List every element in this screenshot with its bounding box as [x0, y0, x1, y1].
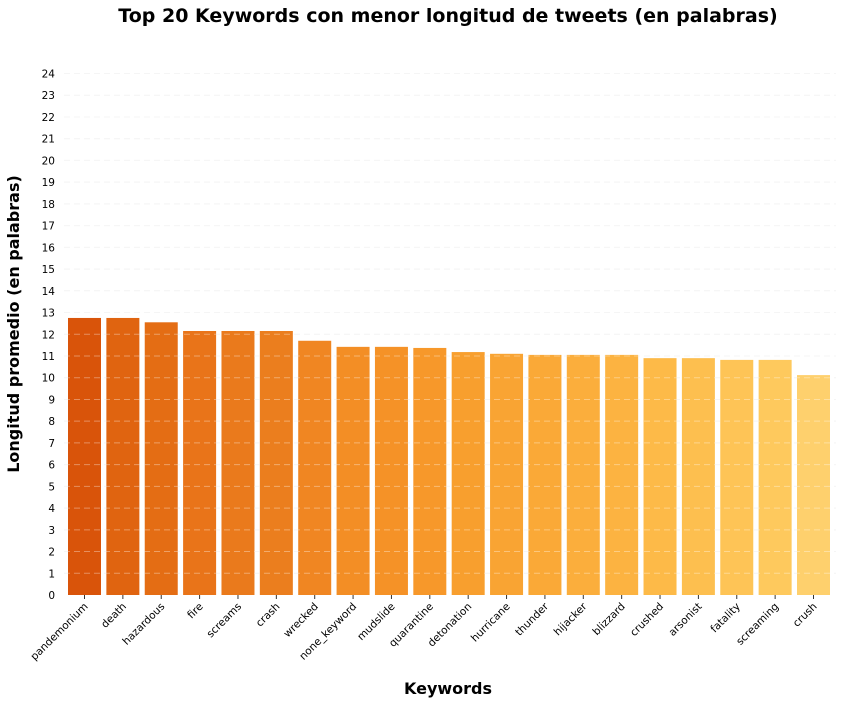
y-tick-label: 1 [48, 568, 55, 580]
y-tick-label: 16 [42, 242, 56, 254]
y-tick-label: 6 [48, 460, 55, 472]
bar-crushed [643, 358, 677, 595]
bar-none_keyword [336, 346, 370, 595]
y-tick-label: 15 [42, 264, 55, 276]
bar-detonation [451, 352, 485, 595]
x-tick-label: crush [791, 601, 820, 630]
x-tick-label: thunder [513, 600, 551, 638]
y-tick-label: 18 [42, 199, 55, 211]
y-tick-label: 5 [48, 481, 55, 493]
y-tick-label: 2 [48, 547, 55, 559]
y-tick-label: 12 [42, 329, 55, 341]
x-tick-label: crash [254, 601, 283, 630]
x-tick-label: hurricane [469, 601, 513, 645]
x-tick-label: death [99, 601, 129, 631]
bar-quarantine [413, 347, 447, 595]
bar-screaming [758, 359, 792, 595]
x-tick-label: wrecked [281, 601, 320, 640]
x-tick-label: arsonist [666, 601, 704, 639]
bar-crush [797, 375, 830, 595]
y-tick-label: 23 [42, 90, 55, 102]
bar-screams [221, 330, 255, 595]
x-tick-label: hijacker [552, 600, 590, 638]
y-tick-label: 14 [42, 286, 56, 298]
y-tick-label: 13 [42, 308, 55, 320]
x-tick-label: blizzard [590, 601, 627, 638]
bar-hurricane [490, 353, 524, 595]
y-tick-label: 24 [42, 69, 56, 81]
bar-pandemonium [68, 317, 101, 595]
bar-blizzard [605, 354, 639, 595]
x-tick-label: fire [185, 601, 206, 622]
x-tick-label: fatality [708, 601, 743, 636]
y-gridlines-overlay [64, 73, 836, 574]
y-tick-label: 19 [42, 177, 55, 189]
y-tick-label: 9 [48, 394, 55, 406]
y-tick-label: 4 [48, 503, 55, 515]
y-gridlines [64, 73, 836, 574]
x-tick-label: screams [205, 601, 245, 641]
bar-thunder [528, 354, 562, 595]
y-tick-label: 21 [42, 134, 55, 146]
bar-wrecked [298, 340, 332, 595]
bar-arsonist [681, 358, 715, 595]
y-tick-label: 11 [42, 351, 55, 363]
y-tick-label: 0 [48, 590, 55, 602]
bars [68, 317, 830, 595]
bar-crash [259, 330, 293, 595]
y-tick-label: 8 [48, 416, 55, 428]
x-axis-label: Keywords [404, 679, 492, 698]
chart-title: Top 20 Keywords con menor longitud de tw… [118, 5, 777, 27]
x-tick-label: crushed [628, 601, 666, 639]
y-tick-label: 3 [48, 525, 55, 537]
bar-death [106, 317, 140, 595]
x-tick-label: pandemonium [28, 601, 90, 663]
bar-fatality [720, 359, 754, 595]
bar-hazardous [144, 322, 178, 595]
y-tick-label: 17 [42, 221, 55, 233]
y-tick-label: 20 [42, 155, 55, 167]
y-axis-label: Longitud promedio (en palabras) [4, 175, 23, 473]
bar-fire [183, 330, 217, 595]
y-tick-label: 7 [48, 438, 55, 450]
bar-hijacker [566, 354, 600, 595]
bar-mudslide [374, 346, 408, 595]
y-tick-label: 10 [42, 373, 55, 385]
y-tick-label: 22 [42, 112, 55, 124]
